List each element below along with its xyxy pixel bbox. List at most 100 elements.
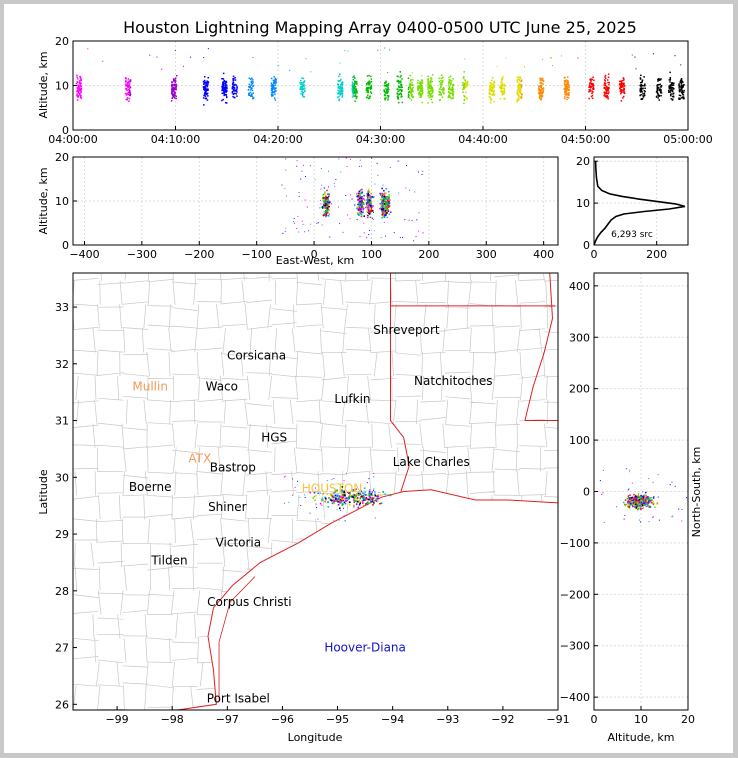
ns-source-point (645, 501, 648, 504)
map-source-point (347, 492, 350, 494)
ew-source-point (386, 216, 388, 219)
time-source-point (491, 76, 494, 79)
time-source-point (680, 64, 682, 66)
ew-source-point (327, 186, 329, 188)
time-source-point (541, 94, 543, 97)
time-source-point (432, 89, 434, 91)
ew-source-point (384, 235, 386, 237)
time-source-point (302, 77, 305, 80)
map-source-point (353, 499, 356, 501)
ew-source-point (386, 199, 388, 202)
time-source-point (604, 80, 607, 82)
time-source-point (447, 95, 450, 98)
map-source-point (339, 498, 342, 501)
time-source-point (174, 94, 176, 97)
map-source-point (379, 502, 381, 505)
time-source-point (466, 98, 468, 100)
time-source-point (620, 80, 623, 82)
map-source-point (377, 495, 380, 498)
ew-source-point (325, 210, 327, 213)
ew-source-point (327, 215, 330, 217)
time-source-point (203, 94, 205, 97)
time-source-point (421, 88, 424, 90)
ew-source-point (361, 205, 364, 208)
time-source-point (353, 87, 355, 90)
ew-source-point (389, 167, 391, 169)
ns-source-point (627, 500, 630, 502)
time-source-point (384, 94, 386, 97)
time-source-point (409, 83, 411, 86)
panel-b-xtick-label: −300 (127, 248, 157, 261)
time-source-point (501, 90, 503, 92)
map-source-point (337, 496, 340, 498)
time-source-point (657, 84, 659, 86)
time-source-point (669, 77, 672, 79)
ew-source-point (368, 203, 370, 206)
time-source-point (539, 79, 541, 81)
time-source-point (225, 88, 227, 90)
time-source-point (270, 82, 273, 85)
ew-source-point (304, 176, 306, 178)
ew-source-point (389, 199, 391, 201)
ew-source-point (368, 203, 371, 205)
map-source-point (292, 494, 294, 496)
ns-source-point (632, 502, 634, 505)
time-source-point (517, 94, 520, 96)
time-source-point (489, 98, 492, 100)
ew-source-point (368, 212, 370, 215)
map-source-point (359, 490, 361, 492)
time-source-point (204, 95, 207, 97)
time-source-point (367, 83, 370, 85)
time-source-point (274, 81, 277, 84)
time-source-point (590, 86, 593, 88)
time-source-point (538, 85, 541, 88)
ns-source-point (641, 504, 644, 507)
time-source-point (642, 95, 644, 97)
time-source-point (541, 95, 544, 97)
time-source-point (80, 87, 83, 89)
time-source-point (608, 91, 610, 93)
map-source-point (368, 491, 371, 494)
time-source-point (503, 85, 506, 87)
time-source-point (656, 91, 659, 94)
time-source-point (175, 88, 178, 91)
time-source-point (409, 74, 411, 77)
ew-source-point (381, 195, 383, 197)
time-source-point (377, 49, 379, 51)
time-source-point (603, 84, 606, 86)
ew-source-point (387, 200, 389, 202)
ew-source-point (347, 214, 349, 216)
ns-source-point (643, 494, 645, 497)
time-source-point (420, 94, 422, 97)
time-source-point (519, 84, 521, 86)
ns-source-point (632, 499, 634, 502)
ns-source-point (642, 497, 645, 499)
time-source-point (79, 89, 82, 91)
time-source-point (351, 87, 354, 90)
time-source-point (449, 88, 451, 90)
map-ytick-label: 27 (55, 642, 69, 655)
time-source-point (302, 95, 304, 98)
time-source-point (356, 91, 358, 93)
map-source-point (333, 500, 335, 503)
map-ytick-label: 26 (55, 698, 69, 711)
time-source-point (622, 97, 624, 99)
time-source-point (590, 80, 592, 82)
ew-source-point (381, 194, 384, 197)
time-source-point (465, 83, 468, 86)
time-source-point (340, 82, 343, 84)
time-source-point (233, 77, 235, 80)
time-source-point (271, 91, 274, 93)
time-source-point (303, 81, 306, 83)
time-source-point (234, 76, 236, 79)
map-source-point (333, 502, 335, 504)
ns-source-point (638, 496, 640, 498)
time-source-point (172, 93, 175, 96)
time-source-point (234, 89, 237, 92)
ew-source-point (363, 215, 365, 217)
ns-source-point (654, 506, 656, 509)
time-source-point (607, 89, 609, 92)
time-source-point (203, 57, 205, 59)
ew-source-point (362, 191, 364, 193)
time-source-point (385, 84, 388, 87)
